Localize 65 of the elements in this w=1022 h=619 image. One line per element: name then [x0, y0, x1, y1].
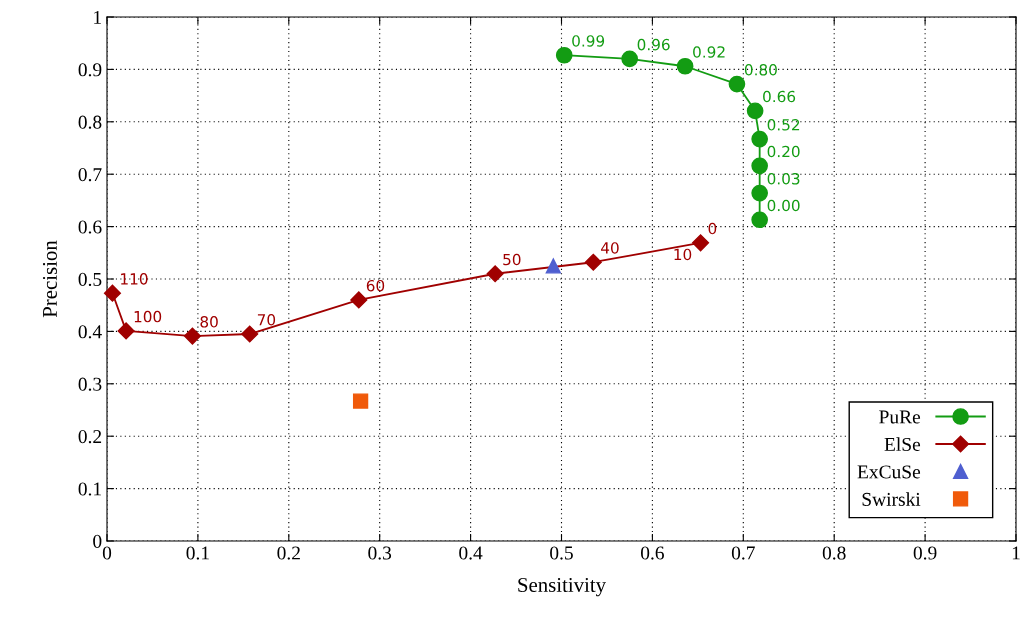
point — [584, 253, 602, 271]
annotation: 0.00 — [767, 199, 800, 212]
y-tick-label: 0.8 — [78, 115, 102, 129]
annotation: 50 — [503, 253, 521, 266]
point — [676, 57, 694, 75]
y-tick-label: 0.4 — [78, 325, 102, 339]
point — [751, 184, 768, 202]
annotation: 0.03 — [767, 172, 800, 185]
y-tick-label: 0 — [93, 534, 102, 548]
y-axis-title: Precision — [42, 240, 57, 318]
annotation: 0.20 — [767, 145, 800, 158]
point — [241, 325, 259, 343]
x-tick-label: 0.1 — [186, 546, 209, 560]
x-tick-label: 0.8 — [822, 546, 846, 560]
x-tick-label: 0.2 — [277, 546, 300, 560]
point — [555, 46, 573, 64]
y-tick-label: 0.9 — [78, 63, 102, 77]
point — [728, 75, 746, 93]
x-tick-label: 0.3 — [368, 546, 392, 560]
annotation: 100 — [134, 310, 162, 323]
point — [751, 211, 768, 229]
annotation: 0.96 — [637, 38, 670, 51]
point — [746, 102, 764, 120]
x-tick-label: 0.7 — [731, 546, 755, 560]
x-axis-title: Sensitivity — [518, 577, 606, 597]
point — [117, 322, 135, 340]
annotation: 0 — [708, 222, 717, 235]
annotation: 40 — [601, 242, 619, 254]
point — [751, 130, 768, 148]
annotation: 70 — [257, 313, 276, 326]
point — [103, 284, 122, 302]
annotation: 0.52 — [767, 119, 800, 131]
x-tick-label: 0.9 — [913, 546, 937, 560]
y-tick-label: 1 — [94, 10, 101, 24]
annotation: 10 — [674, 248, 692, 261]
annotation: 80 — [200, 316, 218, 328]
x-tick-label: 0.5 — [550, 546, 573, 560]
annotation: 0.99 — [572, 35, 605, 47]
y-tick-label: 0.2 — [78, 430, 102, 444]
point — [751, 157, 768, 175]
point — [352, 393, 369, 409]
point — [545, 258, 561, 274]
point — [183, 327, 201, 345]
y-tick-label: 0.3 — [78, 377, 102, 391]
legend-label: Swirski — [862, 492, 921, 506]
point — [350, 291, 368, 309]
point — [621, 50, 639, 68]
point — [486, 265, 504, 283]
y-tick-label: 0.1 — [78, 482, 101, 496]
y-tick-label: 0.6 — [78, 220, 102, 234]
point — [692, 234, 710, 252]
legend-label: PuRe — [879, 410, 921, 424]
x-tick-label: 0.6 — [640, 546, 664, 560]
y-tick-label: 0.7 — [78, 168, 102, 182]
legend-label: ExCuSe — [857, 465, 921, 479]
x-tick-label: 0.4 — [459, 546, 483, 560]
annotation: 0.66 — [763, 90, 796, 103]
y-tick-label: 0.5 — [78, 272, 102, 287]
x-tick-label: 1 — [1012, 546, 1020, 560]
annotation: 110 — [121, 273, 148, 285]
x-tick-label: 0 — [102, 546, 112, 560]
annotation: 0.92 — [693, 46, 725, 58]
annotation: 0.80 — [744, 64, 777, 76]
annotation: 60 — [366, 279, 385, 292]
legend-label: ElSe — [884, 437, 921, 451]
